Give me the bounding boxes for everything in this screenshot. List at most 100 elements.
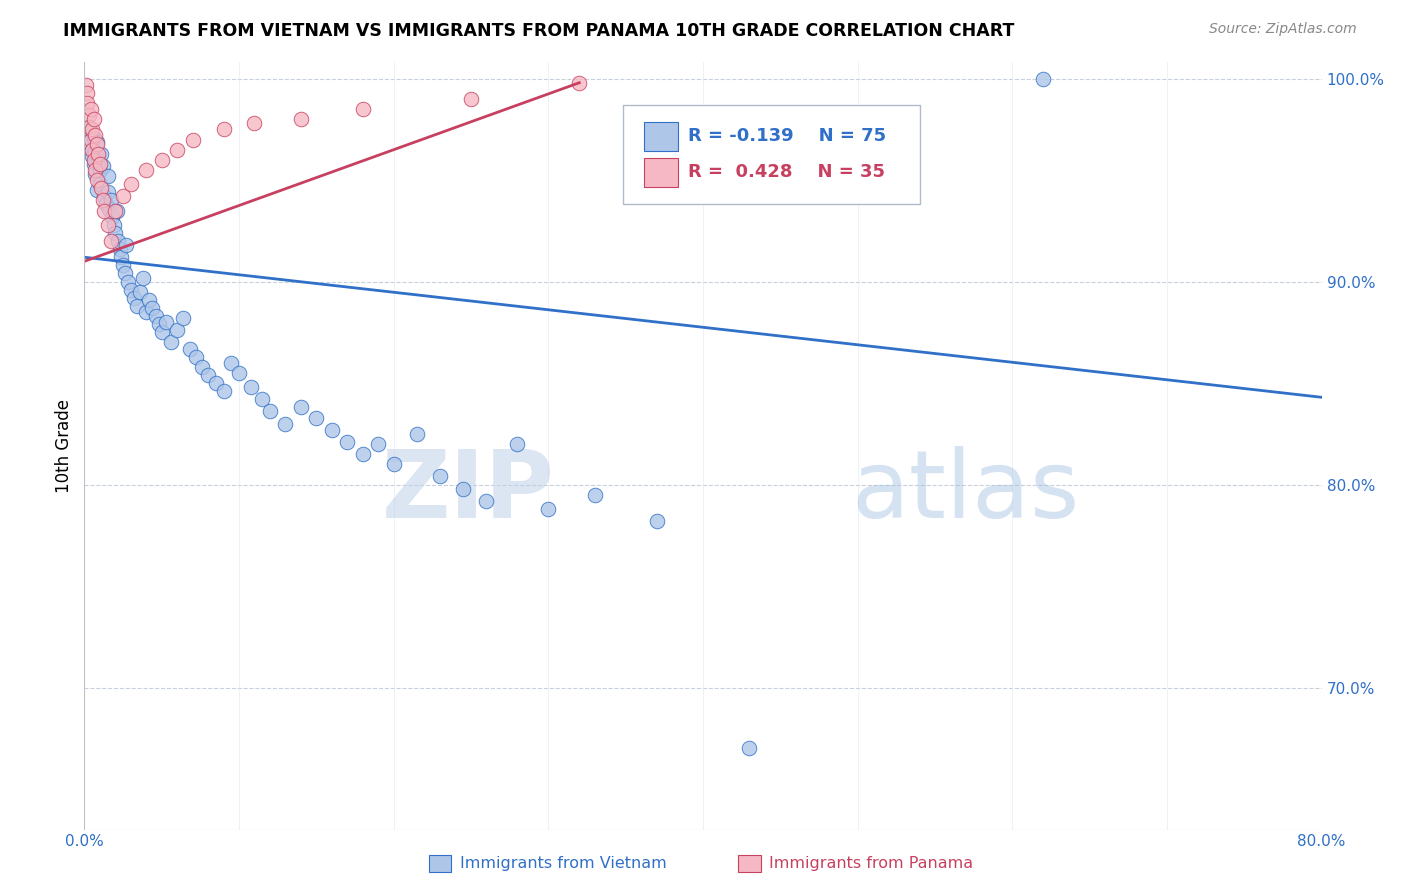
Point	[274, 417, 297, 431]
Point	[83, 112, 105, 127]
Point	[83, 153, 105, 167]
Point	[83, 157, 105, 171]
Point	[219, 356, 242, 370]
Y-axis label: 10th Grade: 10th Grade	[55, 399, 73, 493]
Point	[101, 210, 124, 224]
Point	[568, 76, 591, 90]
Point	[405, 426, 427, 441]
Point	[90, 181, 112, 195]
Point	[290, 112, 312, 127]
Point	[108, 242, 131, 256]
Point	[79, 102, 101, 116]
Point	[290, 401, 312, 415]
Point	[110, 250, 132, 264]
Point	[172, 311, 194, 326]
Point	[506, 437, 529, 451]
Point	[84, 163, 107, 178]
Point	[122, 291, 145, 305]
Point	[738, 741, 761, 756]
Point	[96, 186, 118, 200]
Point	[90, 146, 112, 161]
Point	[86, 183, 108, 197]
Text: ZIP: ZIP	[381, 446, 554, 538]
Point	[86, 173, 108, 187]
Point	[179, 342, 201, 356]
Point	[93, 189, 115, 203]
Point	[105, 203, 128, 218]
Point	[1032, 71, 1054, 86]
Point	[100, 194, 122, 208]
Point	[135, 305, 157, 319]
Point	[84, 128, 107, 143]
Text: Immigrants from Panama: Immigrants from Panama	[769, 856, 973, 871]
Point	[537, 502, 560, 516]
Point	[305, 410, 328, 425]
Point	[205, 376, 228, 390]
Point	[240, 380, 263, 394]
Point	[429, 469, 451, 483]
Point	[76, 86, 98, 100]
Point	[93, 203, 115, 218]
Point	[132, 270, 155, 285]
Point	[336, 434, 359, 449]
Point	[98, 202, 121, 216]
Point	[100, 234, 122, 248]
Point	[166, 143, 188, 157]
Bar	[644, 121, 678, 151]
Point	[77, 108, 100, 122]
Point	[107, 234, 129, 248]
Point	[166, 323, 188, 337]
Point	[259, 404, 281, 418]
Point	[104, 226, 127, 240]
Point	[321, 423, 343, 437]
Text: atlas: atlas	[852, 446, 1080, 538]
Point	[96, 218, 118, 232]
Point	[86, 136, 108, 151]
Point	[125, 299, 148, 313]
Text: IMMIGRANTS FROM VIETNAM VS IMMIGRANTS FROM PANAMA 10TH GRADE CORRELATION CHART: IMMIGRANTS FROM VIETNAM VS IMMIGRANTS FR…	[63, 22, 1015, 40]
Point	[120, 178, 142, 192]
Point	[129, 285, 152, 299]
Point	[155, 315, 177, 329]
Point	[94, 197, 117, 211]
Text: Immigrants from Vietnam: Immigrants from Vietnam	[460, 856, 666, 871]
Point	[243, 116, 266, 130]
Point	[86, 135, 108, 149]
Point	[135, 163, 157, 178]
Point	[181, 132, 204, 146]
Point	[87, 146, 110, 161]
Text: R =  0.428    N = 35: R = 0.428 N = 35	[688, 163, 886, 181]
Point	[89, 163, 111, 178]
Point	[212, 122, 235, 136]
Point	[460, 92, 482, 106]
Point	[112, 259, 135, 273]
Point	[138, 293, 160, 307]
Point	[96, 169, 118, 183]
Point	[83, 130, 105, 145]
Point	[82, 122, 104, 136]
Point	[228, 366, 250, 380]
Point	[212, 384, 235, 399]
Point	[115, 238, 138, 252]
Text: Source: ZipAtlas.com: Source: ZipAtlas.com	[1209, 22, 1357, 37]
Point	[191, 359, 214, 374]
Point	[89, 157, 111, 171]
FancyBboxPatch shape	[623, 104, 920, 204]
Point	[250, 392, 273, 407]
Point	[77, 120, 100, 135]
Point	[77, 122, 100, 136]
Point	[382, 457, 405, 471]
Point	[150, 153, 173, 167]
Point	[150, 326, 173, 340]
Point	[79, 132, 101, 146]
Point	[84, 145, 107, 159]
Bar	[644, 158, 678, 186]
Point	[352, 102, 374, 116]
Point	[184, 350, 207, 364]
Point	[114, 267, 136, 281]
Point	[117, 275, 139, 289]
Point	[645, 514, 668, 528]
Point	[197, 368, 219, 382]
Text: R = -0.139    N = 75: R = -0.139 N = 75	[688, 127, 886, 145]
Point	[84, 167, 107, 181]
